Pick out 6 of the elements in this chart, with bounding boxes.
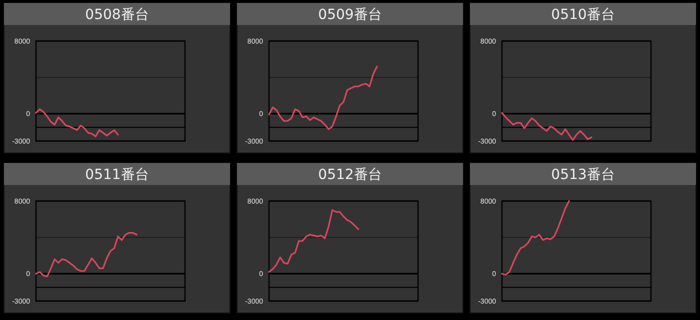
chart-title: 0513番台	[551, 167, 615, 183]
chart-title: 0512番台	[318, 167, 382, 183]
chart-title: 0509番台	[318, 7, 382, 23]
chart-title: 0508番台	[85, 7, 149, 23]
chart-title: 0511番台	[85, 167, 149, 183]
chart-title: 0510番台	[551, 7, 615, 23]
